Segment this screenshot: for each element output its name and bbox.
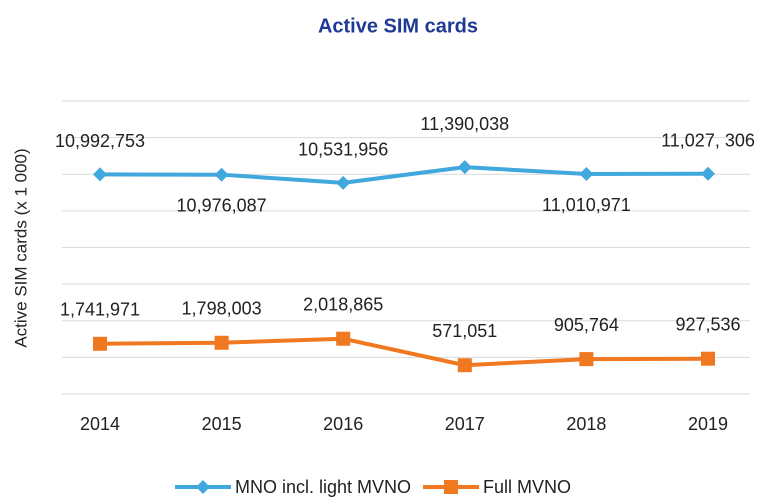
line xyxy=(99,336,709,368)
marker xyxy=(336,331,351,346)
data-label: 927,536 xyxy=(675,314,740,334)
marker xyxy=(214,167,229,182)
line xyxy=(99,165,709,185)
data-label: 2,018,865 xyxy=(303,294,383,314)
x-tick-label: 2019 xyxy=(688,414,728,434)
data-label: 10,531,956 xyxy=(298,140,388,160)
marker xyxy=(93,167,107,182)
marker xyxy=(457,358,472,373)
x-tick-label: 2016 xyxy=(323,414,363,434)
chart-title: Active SIM cards xyxy=(318,15,478,37)
marker xyxy=(579,167,594,182)
data-label: 11,390,038 xyxy=(420,114,509,134)
marker xyxy=(214,335,229,350)
data-label: 10,992,753 xyxy=(55,131,145,151)
marker xyxy=(701,166,715,181)
legend-label: MNO incl. light MVNO xyxy=(235,477,411,497)
x-tick-label: 2015 xyxy=(202,414,242,434)
data-label: 905,764 xyxy=(554,315,619,335)
x-tick-label: 2014 xyxy=(80,414,120,434)
data-label: 1,741,971 xyxy=(60,300,140,320)
x-tick-label: 2017 xyxy=(445,414,485,434)
data-label: 10,976,087 xyxy=(177,195,267,215)
series: 10,992,753 10,976,087 10,531,956 11,390,038… xyxy=(55,114,755,216)
legend-item: MNO incl. light MVNO xyxy=(175,477,411,497)
legend-label: Full MVNO xyxy=(483,477,571,497)
data-label: 1,798,003 xyxy=(182,299,262,319)
marker xyxy=(579,352,594,367)
data-label: 571,051 xyxy=(432,321,497,341)
series: 1,741,971 1,798,003 2,018,865 571,051 905,76… xyxy=(60,294,741,373)
y-axis-label: Active SIM cards (x 1 000) xyxy=(11,148,30,347)
legend-item: Full MVNO xyxy=(423,477,571,497)
marker xyxy=(336,175,351,190)
marker xyxy=(93,336,107,351)
x-tick-label: 2018 xyxy=(566,414,606,434)
marker xyxy=(444,480,459,494)
data-label: 11,010,971 xyxy=(542,195,631,215)
data-label: 11,027, 306 xyxy=(661,130,755,150)
marker xyxy=(196,480,210,494)
marker xyxy=(457,160,472,175)
marker xyxy=(701,351,715,366)
